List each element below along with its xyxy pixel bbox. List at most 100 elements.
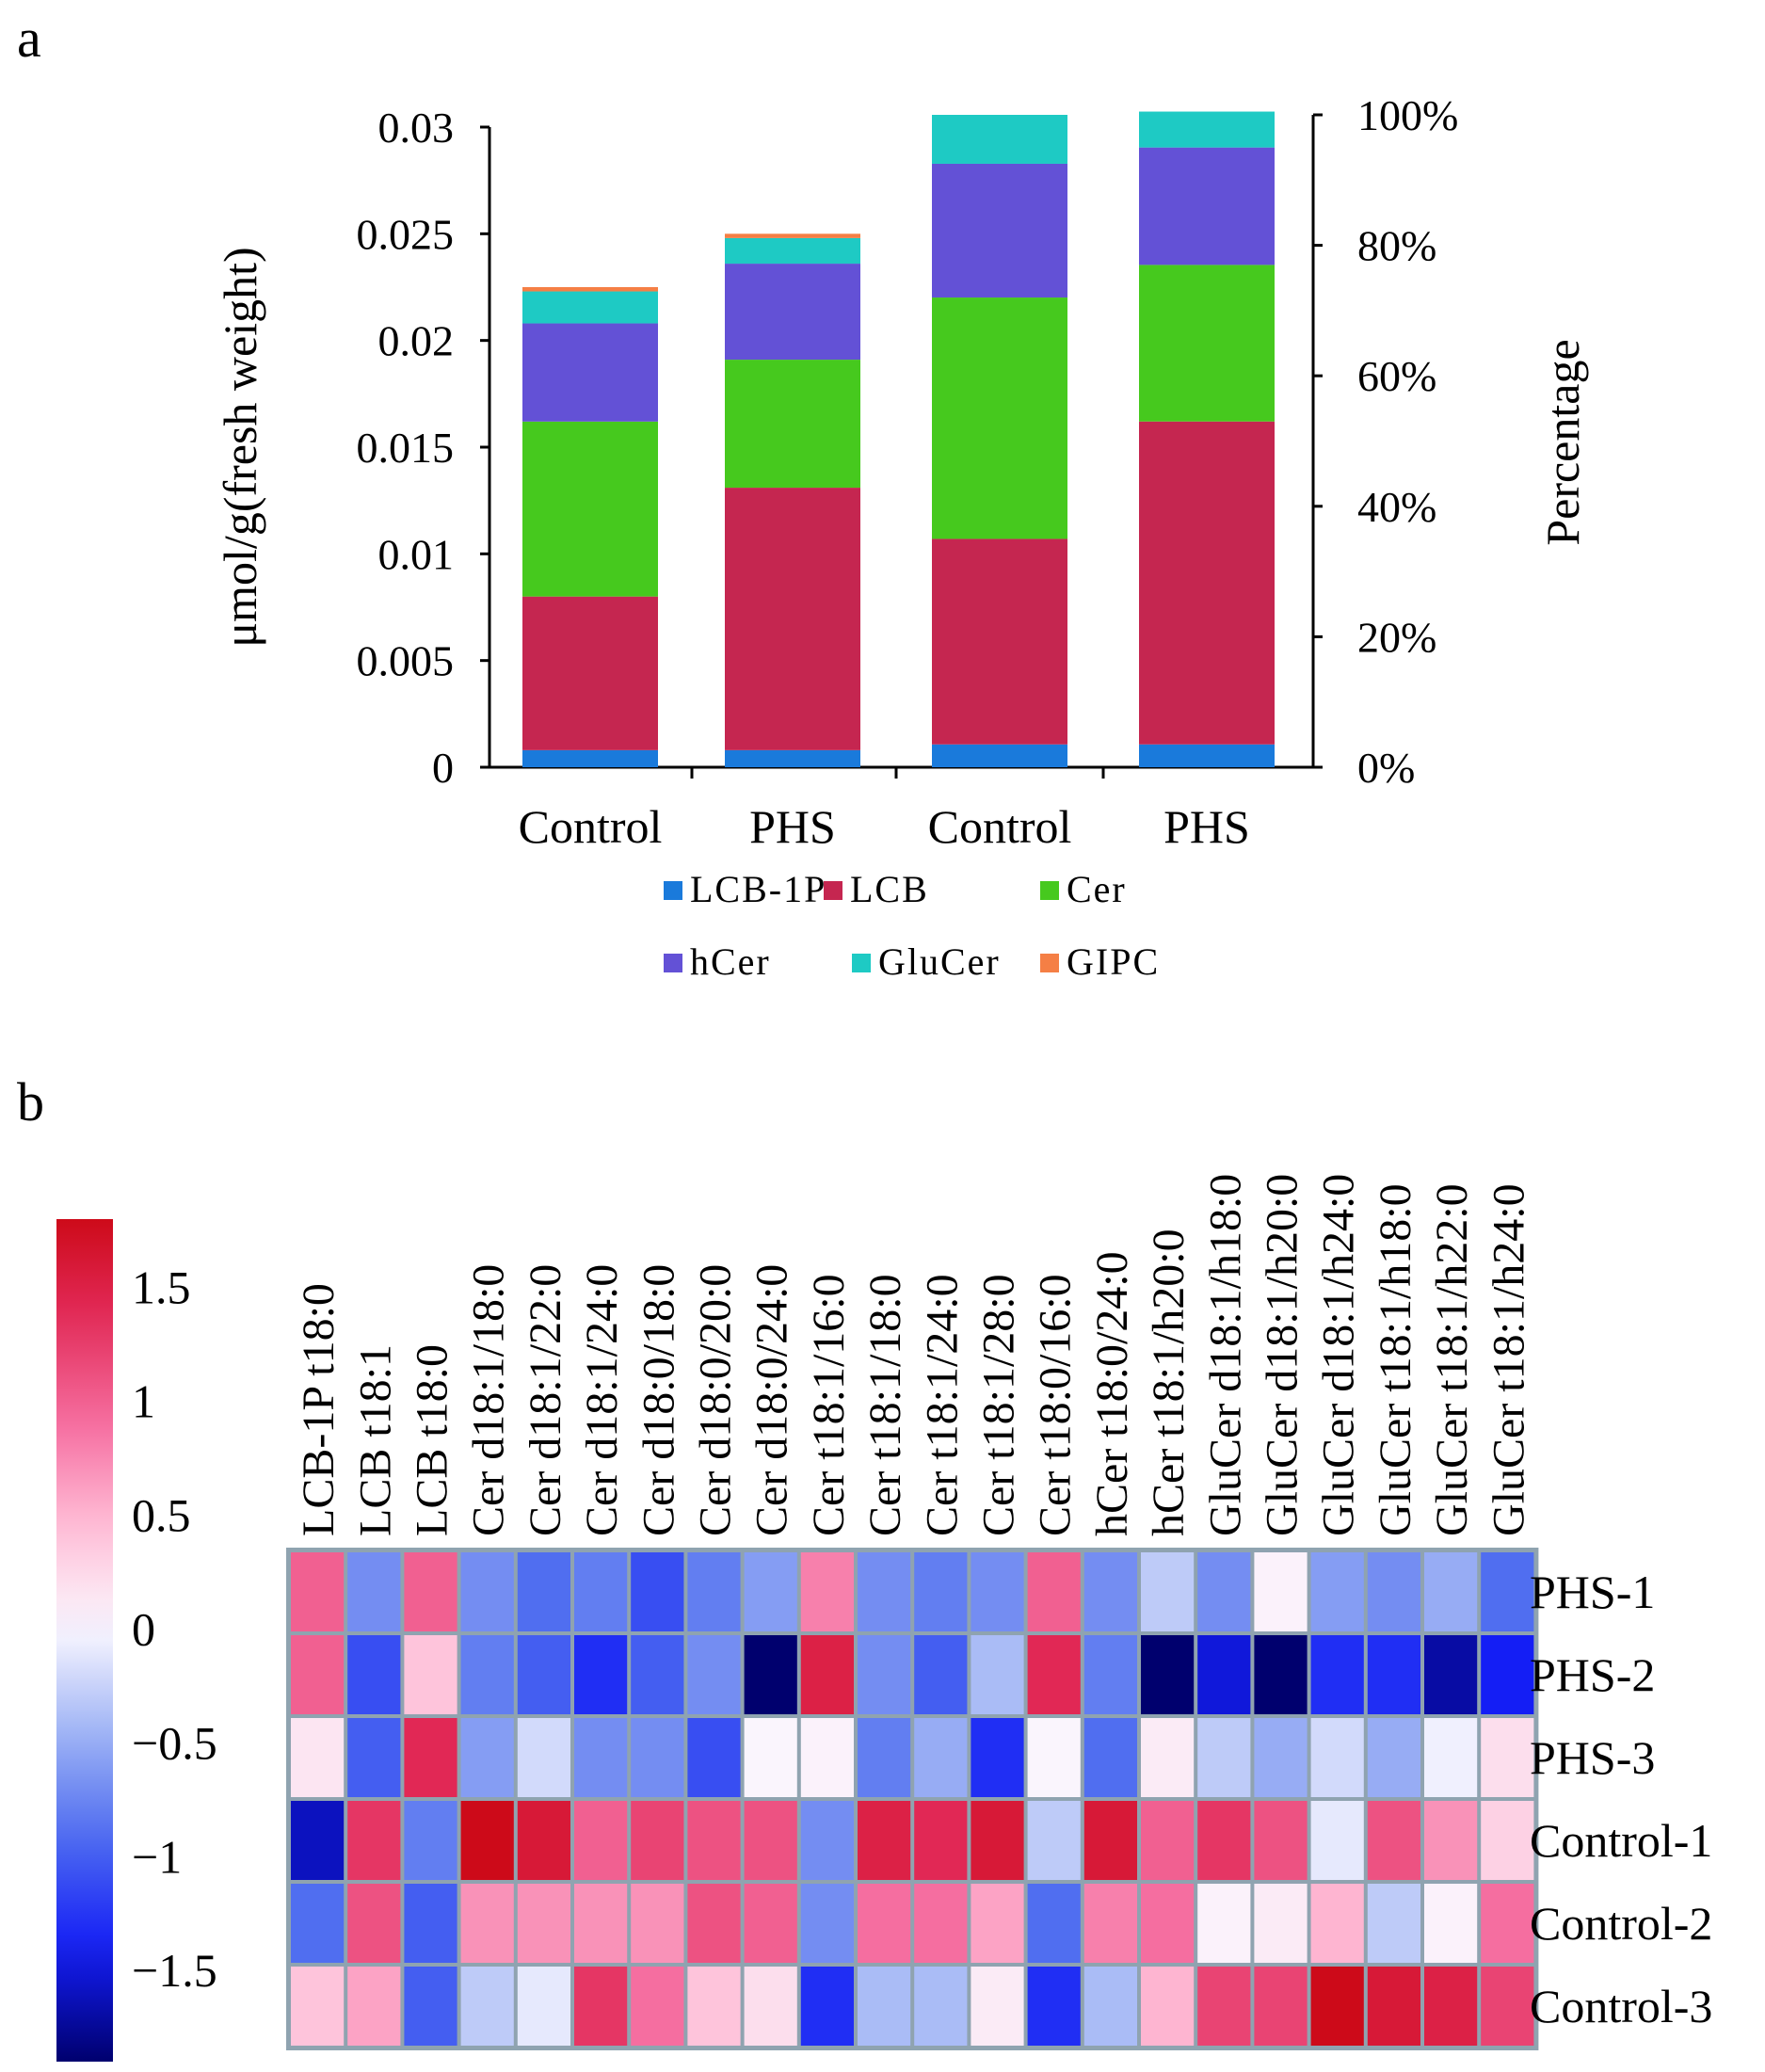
legend-label: LCB-1P — [690, 868, 826, 910]
colorbar-tick-label: −1.5 — [132, 1944, 217, 1997]
heatmap-cell — [1083, 1552, 1137, 1631]
heatmap-cell — [687, 1884, 741, 1963]
heatmap-cell — [1367, 1967, 1420, 2046]
legend-swatch — [664, 954, 682, 972]
column-label: LCB t18:0 — [408, 1344, 457, 1536]
heatmap-cell — [1481, 1635, 1534, 1714]
heatmap-cell — [1310, 1635, 1364, 1714]
heatmap-cell — [1197, 1552, 1251, 1631]
heatmap-cell — [1083, 1967, 1137, 2046]
y2-tick-label: 0% — [1357, 744, 1415, 792]
bar-segment-lcb — [932, 538, 1067, 745]
column-label: GluCer d18:1/h24:0 — [1314, 1174, 1364, 1536]
heatmap-cell — [914, 1635, 968, 1714]
column-label: LCB t18:1 — [350, 1344, 400, 1536]
heatmap-cell — [1027, 1967, 1081, 2046]
heatmap-cell — [1481, 1801, 1534, 1880]
bar-segment-glucer — [1139, 111, 1275, 148]
row-label: PHS-3 — [1530, 1731, 1655, 1784]
heatmap-cell — [404, 1718, 457, 1797]
heatmap-cell — [1424, 1718, 1478, 1797]
heatmap-cell — [858, 1967, 911, 2046]
bar-segment-lcb-1p — [725, 749, 860, 767]
column-label: hCer t18:1/h20:0 — [1144, 1229, 1194, 1536]
heatmap-cell — [1083, 1801, 1137, 1880]
y-tick-label: 0.015 — [357, 424, 455, 472]
column-label: Cer d18:0/20:0 — [691, 1264, 741, 1536]
heatmap-cell — [1367, 1801, 1420, 1880]
heatmap-cell — [291, 1635, 345, 1714]
heatmap-cell — [574, 1635, 628, 1714]
heatmap-cell — [1424, 1552, 1478, 1631]
heatmap-cell — [914, 1552, 968, 1631]
heatmap-cell — [1197, 1884, 1251, 1963]
heatmap-cell — [687, 1552, 741, 1631]
x-tick-label: Control — [519, 800, 663, 853]
heatmap-cell — [971, 1967, 1024, 2046]
heatmap-cell — [1197, 1967, 1251, 2046]
column-label: Cer t18:1/24:0 — [917, 1274, 967, 1536]
heatmap-cell — [687, 1635, 741, 1714]
heatmap-cell — [404, 1967, 457, 2046]
y2-tick-label: 100% — [1357, 91, 1458, 139]
heatmap-cell — [631, 1635, 684, 1714]
heatmap-cell — [347, 1801, 401, 1880]
bar-segment-hcer — [725, 264, 860, 361]
legend-label: LCB — [850, 868, 929, 910]
heatmap-cell — [1254, 1967, 1308, 2046]
colorbar-tick-label: −1 — [132, 1830, 182, 1883]
x-tick-label: PHS — [749, 800, 836, 853]
bar-segment-hcer — [522, 323, 658, 422]
stacked-bar-chart: 0 0.005 0.01 0.015 0.02 0.025 0.03 0% 20% 40% 60% 8… — [214, 91, 1589, 983]
heatmap-cell — [800, 1718, 854, 1797]
colorbar-tick-label: −0.5 — [132, 1716, 217, 1769]
heatmap-cell — [744, 1967, 797, 2046]
heatmap-cell — [347, 1967, 401, 2046]
heatmap-chart: PHS-1 PHS-2 PHS-3 Control-1 Control-2 Control… — [56, 1174, 1712, 2062]
heatmap-cell — [1254, 1635, 1308, 1714]
y2-axis-label: Percentage — [1536, 339, 1589, 545]
y-tick-label: 0.005 — [357, 637, 455, 685]
heatmap-cell — [914, 1884, 968, 1963]
y2-tick-label: 20% — [1357, 613, 1436, 661]
x-tick-label: Control — [928, 800, 1072, 853]
heatmap-cell — [631, 1801, 684, 1880]
heatmap-cell — [1367, 1718, 1420, 1797]
heatmap-cell — [517, 1552, 570, 1631]
heatmap-cell — [744, 1552, 797, 1631]
column-label: GluCer t18:1/h18:0 — [1371, 1183, 1420, 1536]
heatmap-cell — [1197, 1801, 1251, 1880]
column-label: LCB-1P t18:0 — [294, 1283, 344, 1536]
bar-segment-lcb — [522, 596, 658, 750]
heatmap-cell — [1254, 1884, 1308, 1963]
heatmap-cell — [1424, 1801, 1478, 1880]
legend-swatch — [664, 881, 682, 900]
heatmap-cell — [971, 1884, 1024, 1963]
panel-a-label: a — [17, 8, 41, 69]
heatmap-cell — [1141, 1635, 1195, 1714]
heatmap-cell — [1254, 1801, 1308, 1880]
heatmap-cell — [460, 1801, 514, 1880]
heatmap-cell — [404, 1635, 457, 1714]
column-label: Cer d18:1/22:0 — [521, 1264, 570, 1536]
bar-segment-glucer — [522, 291, 658, 324]
column-label: GluCer d18:1/h20:0 — [1258, 1174, 1308, 1536]
bar-segment-lcb-1p — [932, 744, 1067, 767]
heatmap-cell — [1481, 1718, 1534, 1797]
heatmap-cell — [800, 1884, 854, 1963]
heatmap-cell — [404, 1884, 457, 1963]
heatmap-cell — [574, 1884, 628, 1963]
heatmap-cell — [631, 1552, 684, 1631]
column-label: hCer t18:0/24:0 — [1087, 1251, 1137, 1536]
heatmap-cell — [1367, 1884, 1420, 1963]
bar-segment-cer — [725, 360, 860, 489]
legend-label: Cer — [1067, 868, 1127, 910]
colorbar — [56, 1219, 113, 2062]
heatmap-cell — [744, 1718, 797, 1797]
heatmap-cell — [971, 1801, 1024, 1880]
heatmap-cell — [1424, 1884, 1478, 1963]
heatmap-cell — [574, 1801, 628, 1880]
heatmap-cell — [914, 1967, 968, 2046]
row-label: Control-2 — [1530, 1897, 1712, 1950]
column-label: GluCer t18:1/h24:0 — [1484, 1183, 1533, 1536]
